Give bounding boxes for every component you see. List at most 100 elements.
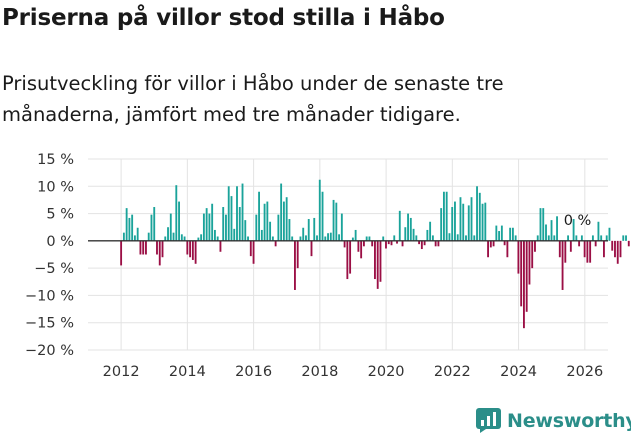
bar [393,235,396,241]
bar [431,235,434,241]
bar [481,203,484,241]
bar [423,240,426,246]
bar [258,191,260,241]
bar [202,213,205,241]
bar [172,232,175,241]
bar [230,196,233,241]
y-tick-label: −15 % [25,316,74,332]
bar [456,234,459,241]
brand-name: Newsworthy [507,409,631,432]
bar [150,214,153,241]
bar [310,240,313,257]
bar [169,213,172,241]
bar [569,240,572,252]
bar [429,221,432,241]
bar [280,183,283,241]
bar [470,197,473,241]
bar [511,227,514,241]
bar [396,240,398,244]
bar [285,197,288,241]
bar [186,240,189,255]
bar [296,240,299,269]
bar [153,207,156,241]
bar [338,234,341,241]
bar [299,236,302,241]
bar [354,229,357,241]
bar [332,199,335,241]
bar [340,213,343,241]
bar [161,240,164,258]
bar [418,240,421,245]
bar [478,192,481,241]
bar [583,240,586,258]
bar [167,227,169,241]
bar [122,232,125,241]
bar [398,210,401,241]
bar [236,186,238,241]
bar [465,235,467,241]
bar [589,240,592,263]
bar [145,240,147,255]
bar [434,240,437,247]
x-tick-label: 2016 [235,364,272,380]
bar [498,231,501,241]
bar [597,221,600,241]
bar [445,191,448,241]
bar [437,240,440,247]
bar [139,240,142,255]
x-tick-label: 2018 [301,364,338,380]
bar [362,240,365,247]
bar [492,240,495,247]
y-tick-label: 5 % [46,207,74,223]
bar [233,228,236,241]
bar [313,217,316,241]
bar [520,240,523,307]
bar [553,235,556,241]
bar [575,235,578,241]
bar [266,201,269,241]
bar [376,240,379,289]
bar [205,208,208,241]
bar [611,240,614,251]
bar [401,240,404,247]
bar [147,232,150,241]
bar [307,219,310,241]
bar [125,208,128,241]
bar [415,235,418,241]
bar [619,240,622,258]
bar [547,235,550,241]
bar [213,229,216,241]
bar [211,203,214,241]
chart-title: Priserna på villor stod stilla i Håbo [2,5,445,31]
bar [603,240,605,258]
bar [277,214,280,241]
bar [247,236,249,241]
bar [534,240,536,252]
bar [216,236,219,241]
bar [156,240,158,255]
bar [572,219,575,241]
bar [564,240,567,263]
y-tick-label: 15 % [37,152,74,168]
bar [263,203,266,241]
newsworthy-logo-icon [476,408,501,433]
bar [503,240,506,246]
bar [365,236,368,241]
bar [225,214,227,241]
bar [329,232,332,241]
bar [321,191,324,241]
bar [131,214,134,241]
bar [269,221,272,241]
bar [200,234,203,241]
bar [335,202,338,241]
bar [625,235,627,241]
bar [550,220,553,241]
bar [586,240,589,263]
bar [420,240,423,250]
bar [387,240,390,245]
bar [288,219,291,241]
bar [539,208,542,241]
bar [351,237,354,241]
bar [506,240,509,258]
bar [178,201,180,241]
